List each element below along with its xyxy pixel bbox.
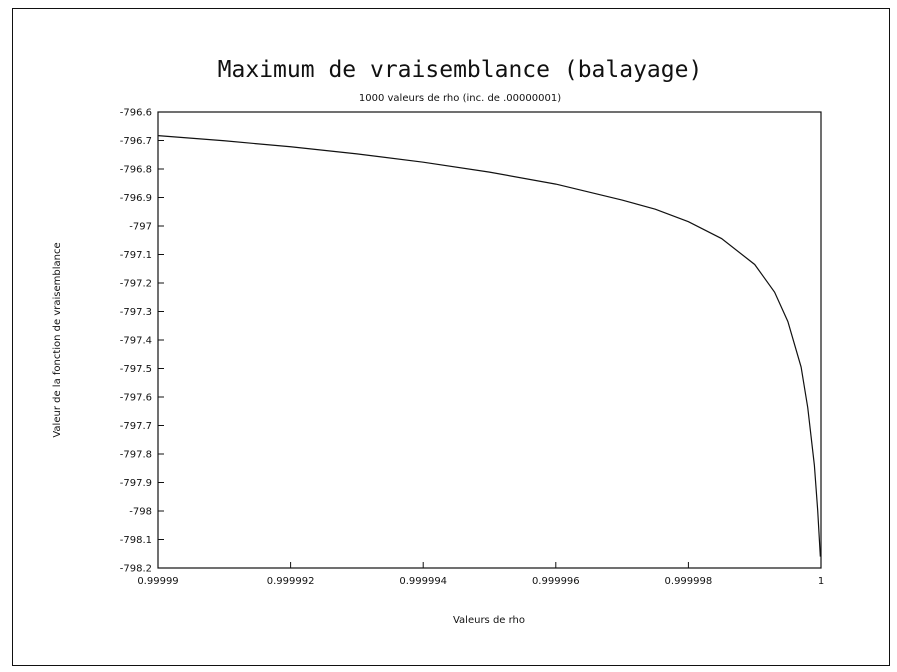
- y-tick-label: -797.4: [120, 336, 152, 347]
- y-tick-label: -797.9: [120, 478, 152, 489]
- y-tick-label: -796.9: [120, 193, 152, 204]
- y-axis: -796.6 -796.7 -796.8 -796.9 -797 -797.1 -797.2…: [120, 108, 164, 575]
- chart-title: Maximum de vraisemblance (balayage): [218, 57, 703, 83]
- y-tick-label: -797.6: [120, 393, 152, 404]
- y-tick-label: -797.2: [120, 279, 152, 290]
- y-tick-label: -798.2: [120, 564, 152, 575]
- y-tick-label: -797.5: [120, 364, 152, 375]
- chart-subtitle: 1000 valeurs de rho (inc. de .00000001): [359, 93, 561, 104]
- plot-area: [157, 111, 822, 569]
- x-tick-label: 1: [818, 576, 824, 587]
- x-tick-label: 0.999998: [665, 576, 713, 587]
- y-tick-label: -797.7: [120, 421, 152, 432]
- y-tick-label: -797.1: [120, 250, 152, 261]
- x-tick-label: 0.999992: [267, 576, 315, 587]
- y-tick-label: -797: [129, 222, 152, 233]
- y-tick-label: -798.1: [120, 535, 152, 546]
- y-tick-label: -798: [129, 507, 152, 518]
- y-tick-label: -796.8: [120, 165, 152, 176]
- y-tick-label: -797.3: [120, 307, 152, 318]
- y-tick-label: -796.7: [120, 136, 152, 147]
- x-axis: 0.99999 0.999992 0.999994 0.999996 0.999998 1: [137, 562, 824, 587]
- series-line: [157, 135, 821, 557]
- x-axis-label: Valeurs de rho: [453, 615, 525, 626]
- x-tick-label: 0.99999: [137, 576, 178, 587]
- y-tick-label: -796.6: [120, 108, 152, 119]
- y-axis-label: Valeur de la fonction de vraisemblance: [52, 242, 63, 437]
- chart: Maximum de vraisemblance (balayage) 1000…: [52, 57, 824, 626]
- x-tick-label: 0.999994: [399, 576, 447, 587]
- chart-frame: Maximum de vraisemblance (balayage) 1000…: [12, 8, 890, 666]
- x-tick-label: 0.999996: [532, 576, 580, 587]
- y-tick-label: -797.8: [120, 450, 152, 461]
